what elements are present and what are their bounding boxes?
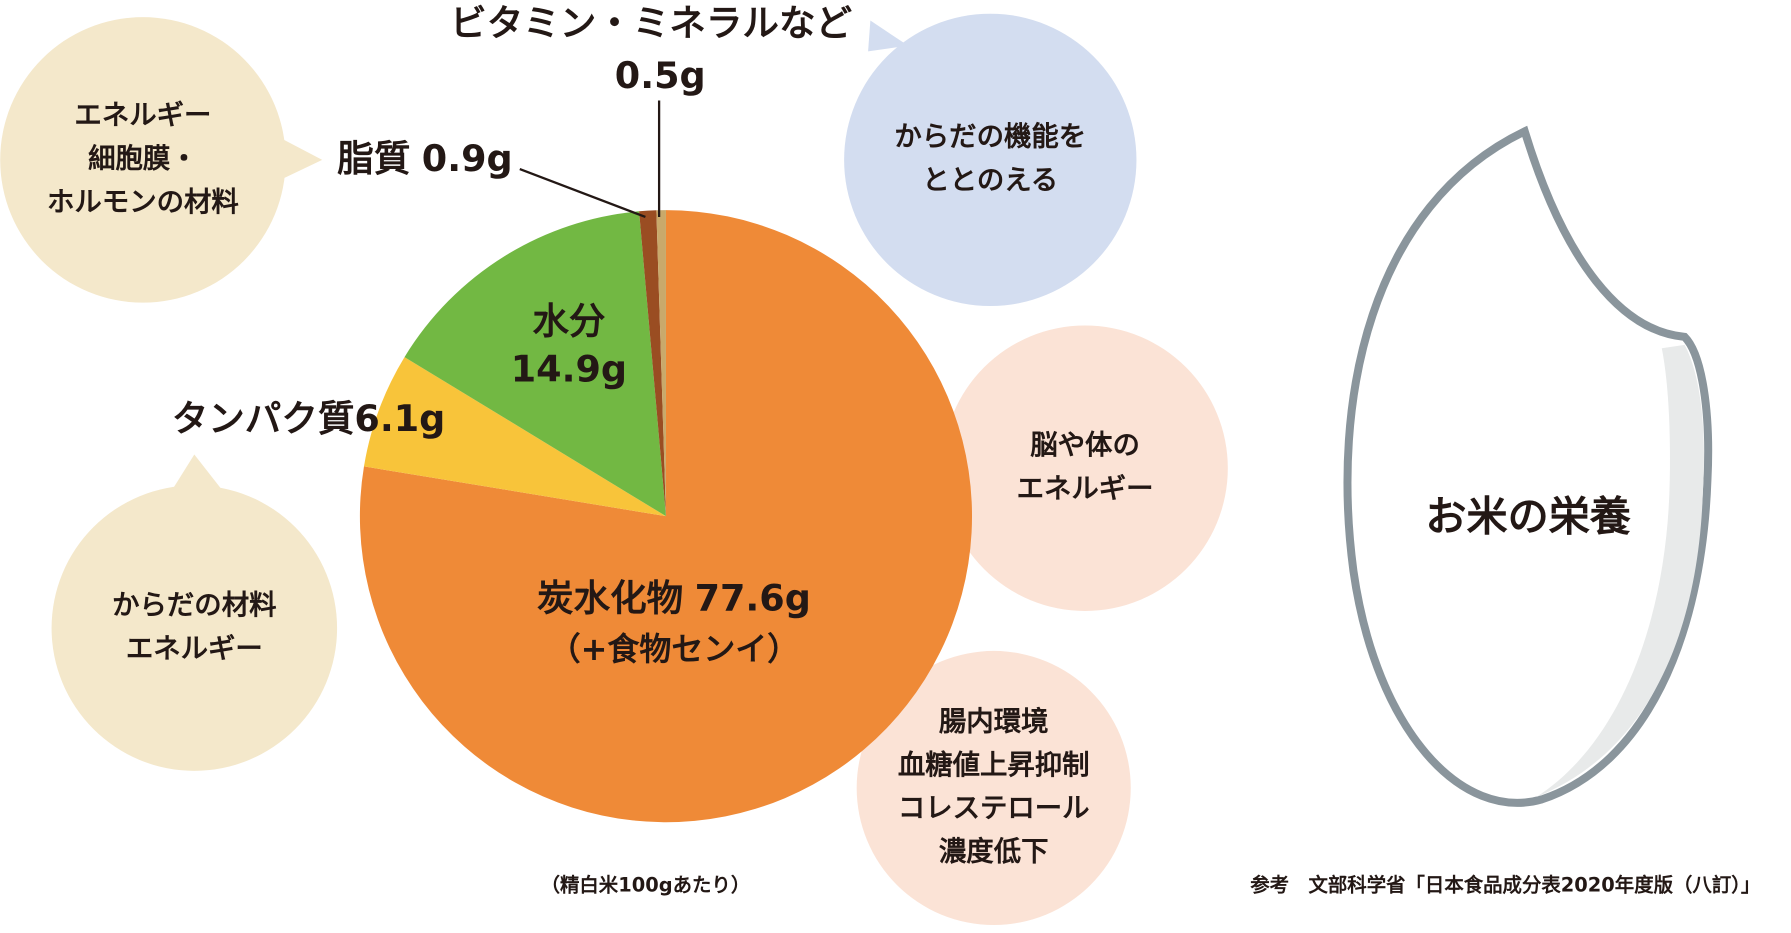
slice-label: タンパク質6.1g — [172, 397, 446, 440]
value-label: 77.6g — [695, 576, 811, 619]
rice-grain — [1343, 125, 1713, 807]
pie-slice — [363, 357, 666, 517]
bubble-text: ホルモンの材料 — [47, 187, 239, 218]
bubble-tail — [868, 20, 909, 52]
value-label: 14.9g — [511, 348, 627, 391]
leader-line — [519, 167, 646, 219]
category-label: 脂質 — [337, 136, 410, 179]
rice-label: お米の栄養 — [1425, 493, 1631, 541]
bubble-text: エネルギー — [74, 100, 211, 131]
pie-slice — [639, 210, 666, 517]
bubble-text: 濃度低下 — [939, 836, 1049, 868]
bubble-text: 細胞膜・ — [88, 142, 198, 174]
value-label: 0.5g — [615, 54, 706, 97]
category-label: ビタミン・ミネラルなど — [450, 2, 852, 45]
category-label: 水分 — [532, 300, 606, 343]
bubble — [856, 650, 1131, 926]
bubble-text: 脳や体の — [1029, 430, 1140, 461]
bubble — [51, 485, 338, 771]
category-label: タンパク質 — [172, 397, 355, 440]
bubbles: エネルギー細胞膜・ホルモンの材料からだの機能をととのえる脳や体のエネルギー腸内環… — [0, 13, 1228, 926]
value-label: 0.9g — [422, 136, 513, 179]
pie-slice — [656, 210, 666, 517]
bubble — [942, 325, 1228, 611]
basis-note: （精白米100gあたり） — [541, 874, 751, 897]
bubble — [0, 17, 286, 303]
bubble-text: ととのえる — [922, 165, 1058, 196]
bubble-text: コレステロール — [898, 793, 1090, 824]
value-label: 6.1g — [354, 397, 445, 440]
bubble-tail — [171, 454, 223, 492]
bubble-text: エネルギー — [126, 633, 263, 664]
bubble-text: からだの機能を — [894, 121, 1086, 153]
bubble-text: エネルギー — [1017, 473, 1154, 504]
pie — [359, 100, 973, 823]
category-label: 炭水化物 — [537, 576, 683, 619]
bubble-tail — [274, 134, 323, 183]
slice-label: 脂質 0.9g — [337, 136, 512, 179]
rice-shade — [1536, 344, 1704, 798]
carbohydrate-note: （+食物センイ） — [549, 630, 800, 668]
pie-slice — [404, 211, 666, 517]
bubble-text: 腸内環境 — [939, 706, 1049, 737]
source-note: 参考 文部科学省「日本食品成分表2020年度版（八訂）」 — [1250, 874, 1760, 897]
bubble-text: からだの材料 — [112, 590, 276, 621]
pie-slice — [359, 210, 973, 823]
slice-label: 炭水化物 77.6g — [537, 576, 811, 619]
bubble-text: 血糖値上昇抑制 — [898, 749, 1090, 781]
bubble — [844, 13, 1137, 307]
